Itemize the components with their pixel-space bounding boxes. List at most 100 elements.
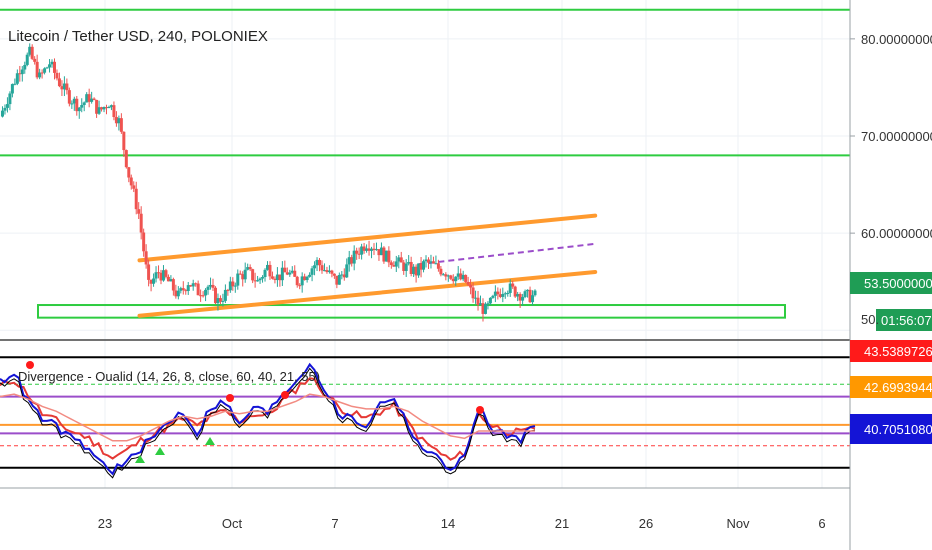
candle-body-60 — [149, 279, 153, 284]
candle-body-80 — [199, 295, 203, 297]
histogram-line — [0, 367, 536, 479]
candle-body-68 — [169, 279, 173, 282]
candle-body-79 — [196, 283, 200, 296]
candle-body-81 — [201, 295, 205, 297]
candle-body-87 — [216, 298, 220, 304]
candle-body-134 — [332, 273, 336, 276]
candle-body-128 — [318, 259, 322, 266]
time-tick-6: Nov — [726, 516, 750, 531]
candle-body-154 — [382, 247, 386, 262]
candle-body-52 — [129, 177, 133, 186]
candle-body-37 — [92, 98, 96, 100]
candle-body-150 — [372, 248, 376, 251]
candle-body-167 — [414, 266, 418, 276]
partial-price-tick: 50. — [861, 312, 879, 327]
candle-body-53 — [132, 185, 136, 189]
candle-body-124 — [308, 274, 312, 277]
candle-body-177 — [439, 268, 443, 275]
candle-body-147 — [365, 248, 369, 251]
candle-body-176 — [436, 263, 440, 269]
candle-body-55 — [137, 209, 141, 214]
candle-body-142 — [352, 250, 356, 264]
candle-body-197 — [488, 297, 492, 304]
candle-body-149 — [370, 248, 374, 251]
candle-body-21 — [52, 61, 56, 73]
candle-body-89 — [221, 300, 225, 302]
candle-body-31 — [77, 107, 81, 112]
candle-body-211 — [523, 291, 527, 298]
oscillator-line — [0, 362, 536, 476]
candle-body-112 — [278, 274, 282, 281]
candle-body-202 — [501, 293, 505, 297]
countdown-badge: 01:56:07 — [876, 309, 932, 331]
candle-body-170 — [422, 261, 426, 270]
candle-body-39 — [97, 107, 101, 114]
candle-body-71 — [176, 290, 180, 297]
buy-marker-2 — [205, 437, 215, 445]
candle-body-131 — [325, 270, 329, 273]
price-axis-ticks: 80.00000000 70.00000000 60.00000000 — [850, 32, 932, 241]
candle-body-208 — [516, 294, 520, 297]
candle-body-84 — [209, 284, 213, 287]
candle-body-203 — [503, 293, 507, 295]
candle-body-2 — [5, 104, 9, 108]
indicator-levels — [0, 356, 850, 469]
candle-body-58 — [144, 251, 148, 265]
grid — [0, 0, 850, 488]
candle-body-24 — [60, 86, 64, 90]
candle-body-104 — [258, 278, 262, 281]
candle-body-166 — [412, 266, 416, 274]
candle-body-156 — [387, 250, 391, 263]
candle-body-63 — [157, 272, 161, 274]
candle-body-196 — [486, 303, 490, 305]
candle-body-148 — [367, 248, 371, 251]
candle-body-13 — [33, 58, 37, 62]
candle-body-12 — [30, 46, 34, 59]
candle-body-199 — [493, 291, 497, 296]
time-tick-2: 7 — [331, 516, 338, 531]
candle-body-74 — [184, 290, 188, 292]
candle-body-42 — [105, 107, 109, 109]
candle-body-46 — [114, 117, 118, 124]
candle-body-180 — [446, 275, 450, 277]
indicator-orange-label: 42.69939446 — [864, 380, 932, 395]
candle-body-7 — [18, 73, 22, 75]
candle-body-95 — [236, 273, 240, 286]
candle-body-215 — [533, 290, 537, 296]
candle-body-125 — [310, 268, 314, 275]
candle-body-82 — [204, 289, 208, 296]
support-box[interactable] — [37, 304, 786, 319]
candle-body-23 — [57, 78, 61, 87]
candle-body-143 — [355, 250, 359, 254]
candle-body-144 — [357, 253, 361, 255]
indicator-title: Divergence - Oualid (14, 26, 8, close, 6… — [18, 369, 320, 384]
candle-body-6 — [15, 73, 19, 84]
candle-body-175 — [434, 263, 438, 265]
candle-body-106 — [263, 269, 267, 278]
candle-body-3 — [8, 93, 12, 105]
candle-body-120 — [298, 285, 302, 287]
candle-body-129 — [320, 265, 324, 271]
candle-body-107 — [266, 264, 269, 270]
candle-body-140 — [347, 257, 351, 265]
candle-body-139 — [345, 264, 349, 278]
candle-body-162 — [402, 262, 406, 271]
candle-body-108 — [268, 264, 272, 277]
candle-body-171 — [424, 259, 428, 262]
candle-body-130 — [322, 270, 326, 272]
candle-body-77 — [191, 283, 195, 287]
candle-body-210 — [521, 297, 525, 301]
candle-body-28 — [70, 103, 74, 105]
candle-body-110 — [273, 278, 277, 281]
candle-body-184 — [456, 273, 460, 277]
candle-body-195 — [483, 304, 487, 314]
candle-body-57 — [142, 232, 146, 252]
indicator-series — [0, 362, 536, 479]
price-channel[interactable] — [137, 213, 598, 318]
candle-body-10 — [25, 54, 29, 65]
candle-body-48 — [119, 118, 123, 132]
candle-body-113 — [280, 267, 284, 281]
